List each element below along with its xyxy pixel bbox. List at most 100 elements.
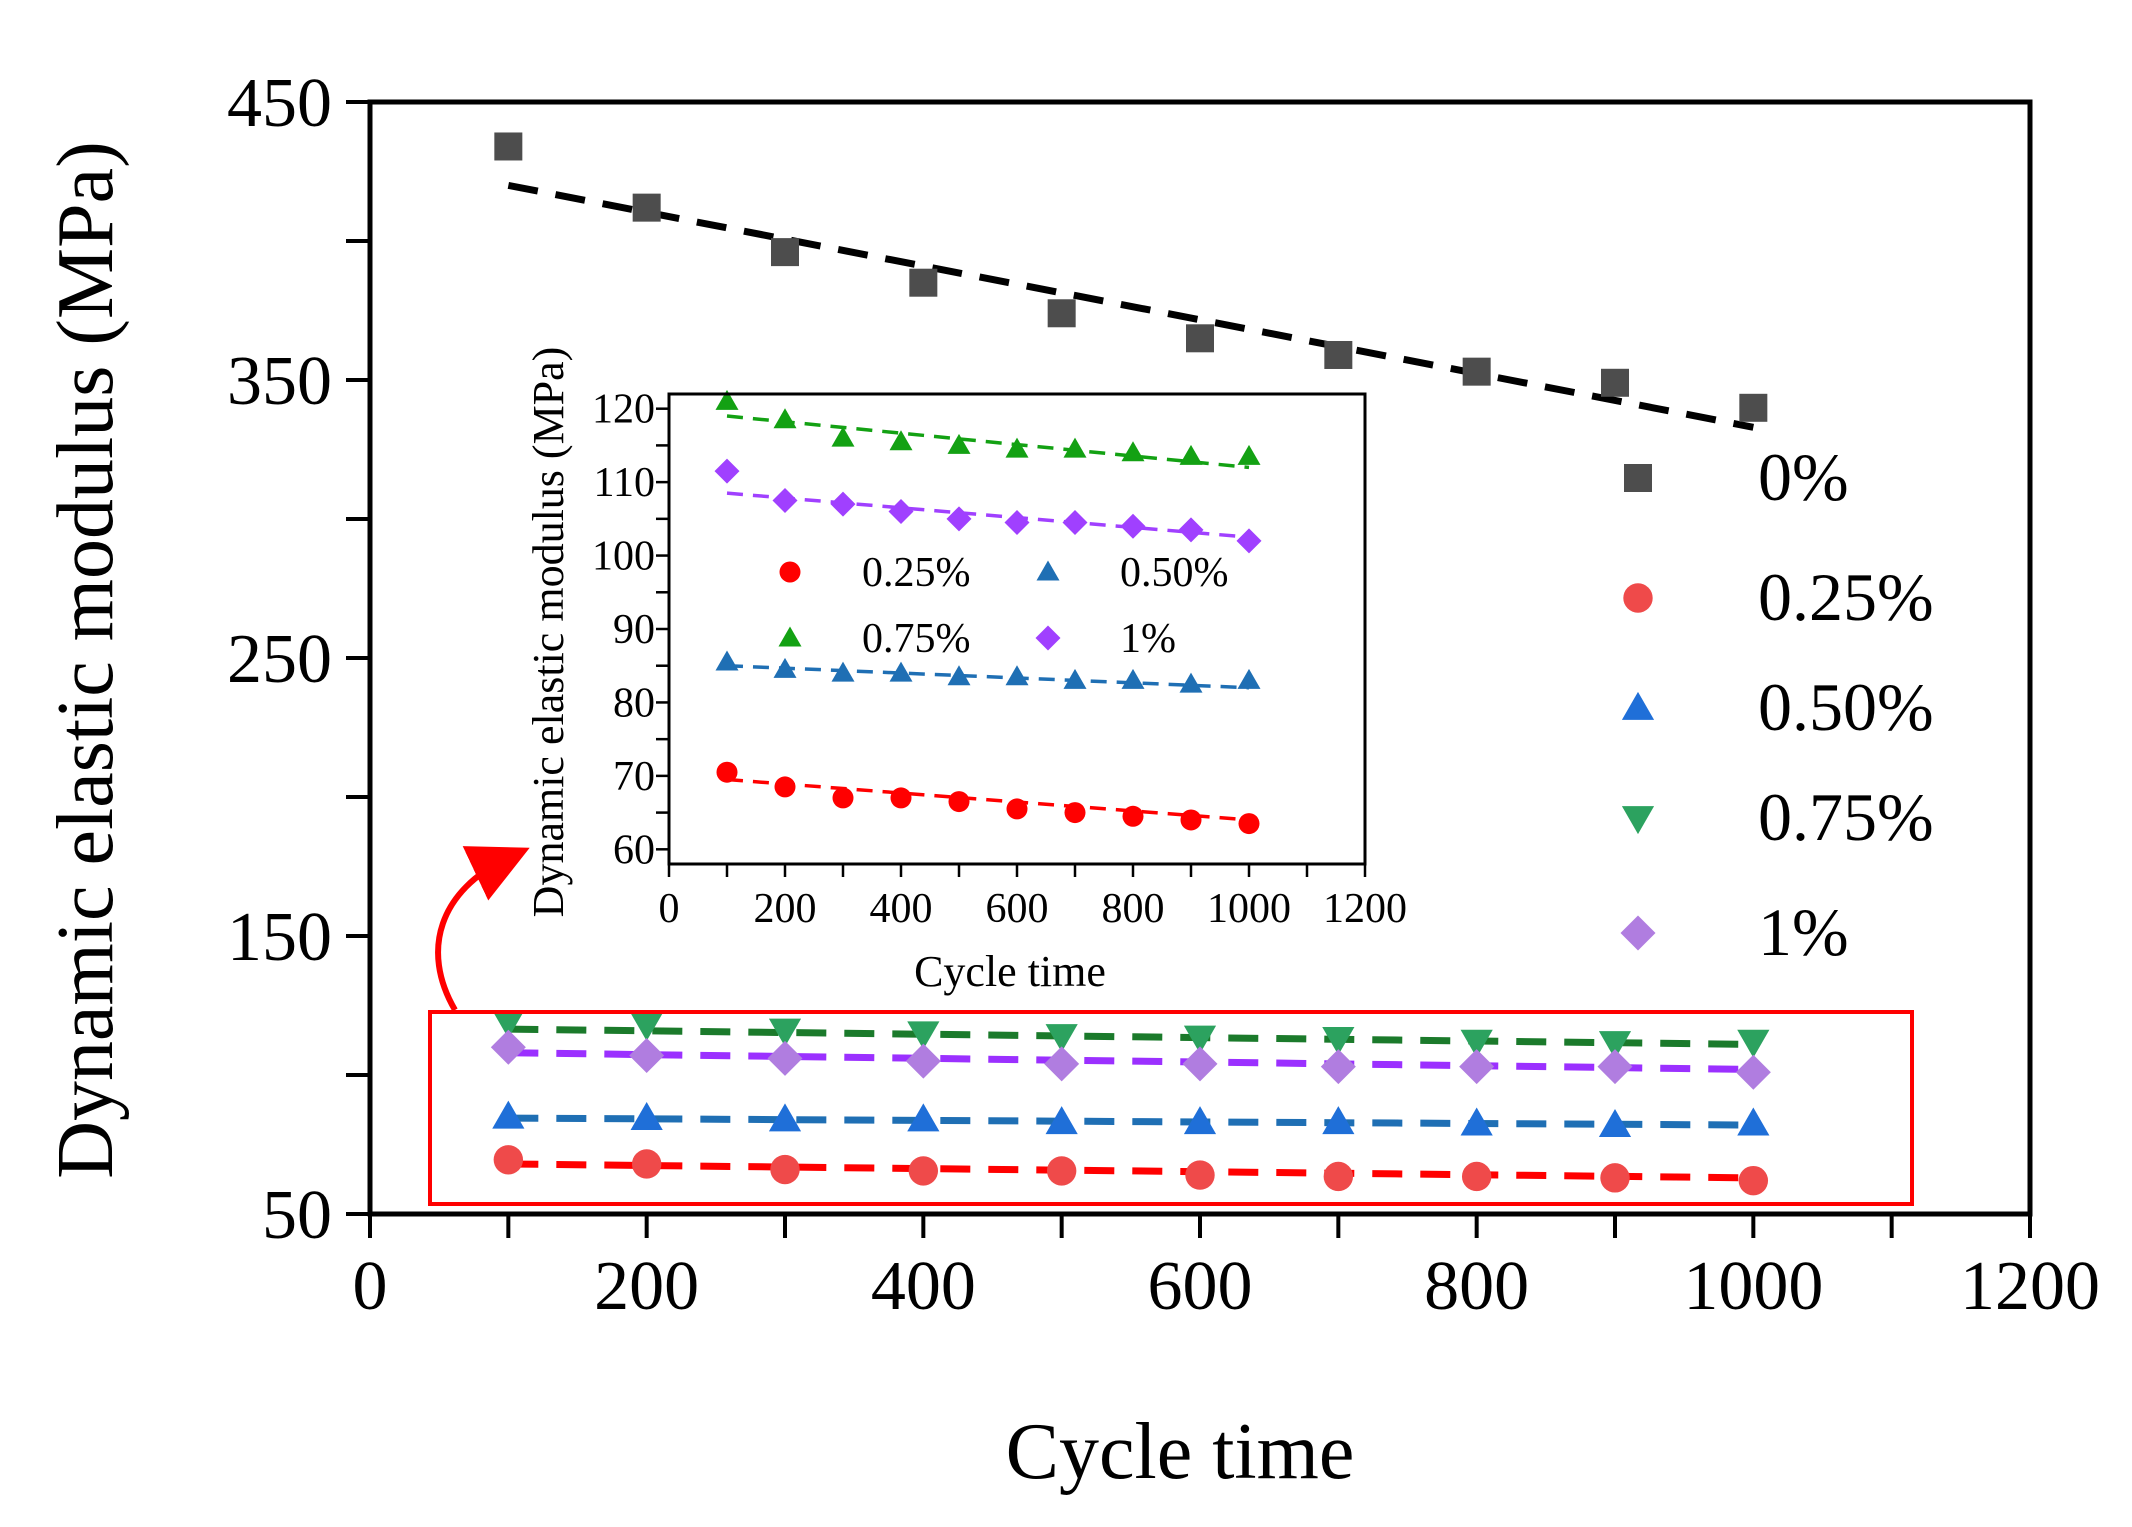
inset-point-0-50pct	[1063, 668, 1087, 689]
legend-label-0-75pct: 0.75%	[1758, 779, 1934, 855]
main-point-0pct	[494, 132, 523, 161]
inset-point-1pct	[714, 458, 740, 484]
inset-point-0-50pct	[831, 661, 855, 682]
legend-label-1pct: 1%	[1758, 894, 1849, 970]
main-point-0-25pct	[1738, 1165, 1769, 1196]
inset-legend-label-0-50pct: 0.50%	[1120, 550, 1229, 596]
main-point-1pct	[629, 1038, 665, 1074]
inset-x-tick-label: 600	[986, 886, 1049, 932]
inset-fit-line-0-25pct	[726, 777, 1250, 822]
main-point-1pct	[1735, 1054, 1771, 1090]
inset-point-1pct	[1236, 528, 1262, 554]
main-fit-line-0-25pct	[508, 1160, 1754, 1182]
inset-point-0-75pct	[947, 433, 971, 454]
main-x-tick-label: 400	[871, 1248, 976, 1325]
inset-y-axis: 60 70 80 90 100 110 120	[592, 387, 669, 873]
main-fit-line-1pct	[508, 1049, 1754, 1073]
inset-point-1pct	[830, 491, 856, 517]
main-y-axis-label: Dynamic elastic modulus (MPa)	[42, 141, 130, 1179]
main-y-axis: 50 150 250 350 450	[227, 65, 370, 1254]
main-y-tick-label: 450	[227, 65, 332, 142]
main-point-0-25pct	[1461, 1161, 1492, 1192]
inset-point-1pct	[772, 487, 798, 513]
main-fit-lines	[507, 181, 1755, 1182]
inset-point-0-25pct	[1238, 813, 1260, 835]
main-point-0-50pct	[768, 1103, 802, 1132]
main-point-0-50pct	[1598, 1108, 1632, 1137]
main-x-tick-label: 0	[353, 1248, 388, 1325]
inset-point-1pct	[888, 499, 914, 524]
main-point-0-75pct	[907, 1021, 940, 1050]
inset-legend-marker-0-50pct	[1036, 560, 1060, 581]
inset-point-1pct	[946, 506, 972, 532]
inset-plot: 0 200 400 600 800 1000 1200 60708090100110120 …	[524, 347, 1407, 996]
inset-legend-label-1pct: 1%	[1120, 616, 1176, 662]
main-point-0-50pct	[1737, 1107, 1770, 1136]
main-point-0-25pct	[493, 1145, 524, 1175]
inset-point-0-50pct	[1005, 665, 1029, 686]
main-y-tick-label: 50	[262, 1177, 332, 1254]
inset-point-0-75pct	[1005, 437, 1029, 458]
inset-fit-line-0-50pct	[726, 663, 1250, 690]
main-point-0pct	[1047, 299, 1076, 328]
inset-point-1pct	[1178, 517, 1204, 543]
inset-legend: 0.25% 0.50% 0.75% 1%	[778, 550, 1229, 662]
inset-point-0-75pct	[831, 426, 855, 447]
inset-x-tick-label: 400	[870, 886, 933, 932]
main-point-0pct	[1462, 357, 1491, 386]
inset-legend-marker-0-75pct	[778, 626, 802, 647]
main-x-axis-label: Cycle time	[1006, 1408, 1355, 1496]
main-point-0-50pct	[1322, 1106, 1355, 1135]
main-point-0pct	[632, 193, 661, 222]
inset-background	[669, 394, 1365, 864]
main-x-tick-label: 200	[594, 1248, 699, 1325]
main-point-0-25pct	[770, 1154, 800, 1185]
inset-point-0-25pct	[774, 776, 796, 798]
main-point-0-25pct	[1185, 1160, 1215, 1190]
main-point-0-75pct	[1737, 1029, 1770, 1058]
inset-y-tick-label: 80	[613, 680, 655, 726]
inset-x-axis: 0 200 400 600 800 1000 1200	[659, 864, 1407, 932]
main-point-1pct	[1320, 1049, 1356, 1085]
legend-label-0-25pct: 0.25%	[1758, 559, 1934, 635]
main-x-tick-label: 1200	[1960, 1248, 2100, 1325]
inset-point-0-25pct	[716, 761, 738, 783]
inset-point-0-50pct	[947, 665, 971, 686]
inset-x-tick-label: 1000	[1207, 886, 1291, 932]
main-y-tick-label: 350	[227, 343, 332, 420]
inset-x-tick-label: 200	[754, 886, 817, 932]
main-point-0-75pct	[492, 1010, 525, 1039]
inset-legend-marker-0-25pct	[779, 561, 801, 583]
inset-point-0-50pct	[889, 661, 913, 682]
inset-fit-lines	[726, 414, 1250, 822]
inset-point-1pct	[1004, 510, 1030, 536]
main-point-0-75pct	[1183, 1025, 1217, 1054]
main-point-0pct	[1601, 368, 1629, 397]
inset-point-0-25pct	[832, 787, 854, 809]
inset-point-0-75pct	[889, 430, 913, 451]
main-point-0-50pct	[1460, 1107, 1493, 1136]
main-point-0-75pct	[1045, 1024, 1078, 1053]
inset-point-0-75pct	[1063, 437, 1087, 458]
inset-point-0-75pct	[1179, 444, 1203, 465]
inset-point-1pct	[1120, 513, 1146, 539]
main-legend: 0% 0.25% 0.50% 0.75% 1%	[1620, 439, 1934, 970]
inset-point-0-50pct	[715, 650, 739, 671]
inset-y-tick-label: 70	[613, 754, 655, 800]
main-point-0-75pct	[1322, 1026, 1355, 1055]
inset-point-0-75pct	[715, 389, 739, 410]
main-point-0-25pct	[1323, 1161, 1354, 1192]
inset-legend-label-0-25pct: 0.25%	[862, 550, 971, 596]
inset-point-0-50pct	[1179, 672, 1203, 693]
main-fit-line-0pct	[507, 181, 1755, 431]
inset-data-points	[714, 389, 1262, 835]
zoom-region-box	[428, 1010, 1914, 1206]
inset-legend-label-0-75pct: 0.75%	[862, 616, 971, 662]
main-data-points	[490, 132, 1771, 1196]
main-fit-line-0-75pct	[508, 1025, 1754, 1048]
main-x-axis: 0 200 400 600 800 1000 1200	[353, 1214, 2100, 1325]
main-fit-line-0-50pct	[508, 1114, 1754, 1129]
